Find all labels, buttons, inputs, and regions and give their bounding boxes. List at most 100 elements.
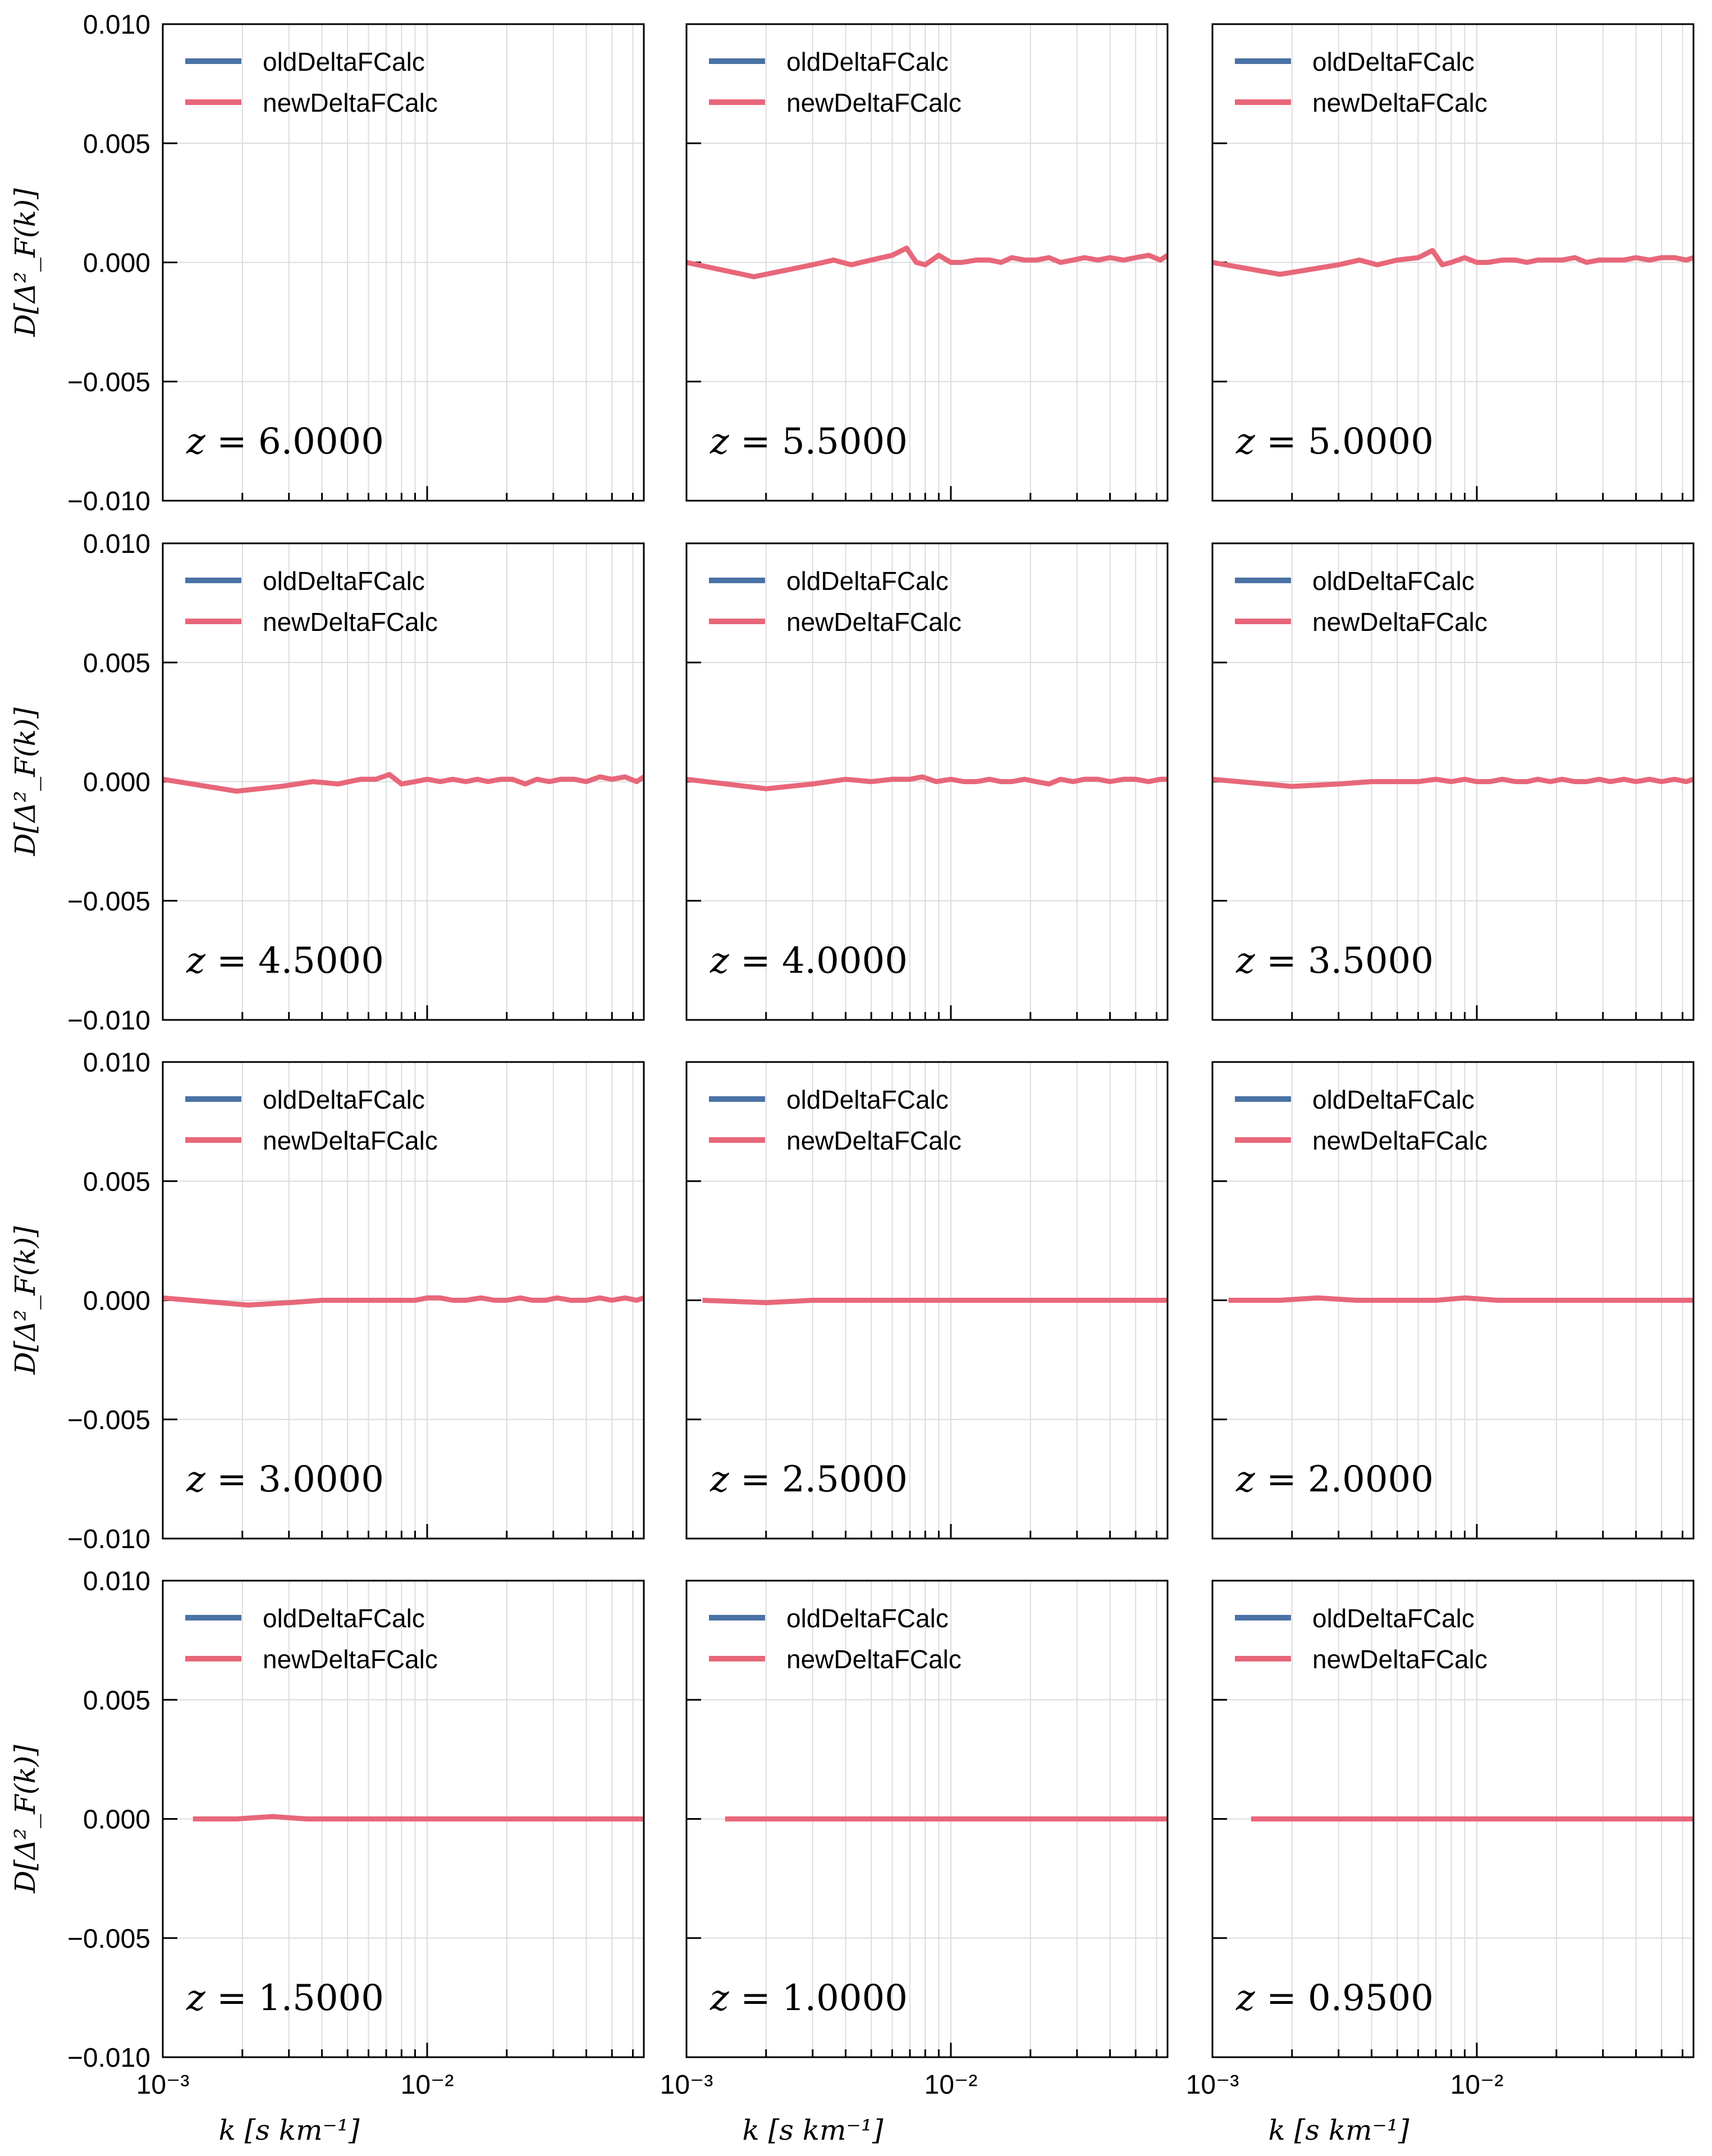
x-tick-label: 10⁻³ <box>1186 2070 1239 2100</box>
legend-label-old: oldDeltaFCalc <box>1312 1604 1475 1633</box>
subplot-panel: oldDeltaFCalc newDeltaFCalc z = 1.0000 10⁻³… <box>660 1580 1169 2146</box>
y-tick-label: −0.005 <box>67 887 150 917</box>
y-tick-label: 0.000 <box>83 1805 150 1835</box>
redshift-annotation: z = 2.5000 <box>709 1459 908 1500</box>
subplot-panel: oldDeltaFCalc newDeltaFCalc z = 2.0000 <box>1211 1061 1695 1540</box>
x-axis-label: k [s km⁻¹] <box>743 2114 884 2146</box>
legend-label-new: newDeltaFCalc <box>786 1645 962 1674</box>
y-tick-label: 0.005 <box>83 129 150 159</box>
y-tick-label: 0.010 <box>83 1567 150 1596</box>
axes-frame <box>1211 542 1695 1021</box>
axes-frame <box>1211 23 1695 502</box>
legend-label-new: newDeltaFCalc <box>1312 1126 1487 1155</box>
legend-label-new: newDeltaFCalc <box>263 1126 438 1155</box>
subplot-panel: oldDeltaFCalc newDeltaFCalc z = 5.5000 <box>685 23 1169 502</box>
x-tick-label: 10⁻³ <box>136 2070 190 2100</box>
x-tick-label: 10⁻³ <box>660 2070 713 2100</box>
legend-label-new: newDeltaFCalc <box>1312 88 1487 117</box>
y-tick-label: −0.010 <box>67 2043 150 2073</box>
subplot-panel: 0.010 0.005 0.000 −0.005 −0.010 oldDeltaFCalc… <box>9 529 645 1036</box>
subplot-panel: oldDeltaFCalc newDeltaFCalc z = 2.5000 <box>685 1061 1169 1540</box>
series-line-newDeltaFCalc <box>163 1295 644 1308</box>
redshift-annotation: z = 5.5000 <box>709 421 908 463</box>
redshift-annotation: z = 6.0000 <box>186 421 384 463</box>
x-tick-label: 10⁻² <box>401 2070 454 2100</box>
x-axis-label: k [s km⁻¹] <box>1269 2114 1409 2146</box>
redshift-annotation: z = 4.0000 <box>709 940 908 982</box>
legend-label-old: oldDeltaFCalc <box>1312 47 1475 76</box>
y-tick-label: 0.010 <box>83 1048 150 1078</box>
legend-label-old: oldDeltaFCalc <box>263 566 425 596</box>
y-tick-label: 0.000 <box>83 249 150 278</box>
y-tick-label: 0.000 <box>83 1287 150 1316</box>
legend-label-old: oldDeltaFCalc <box>263 1085 425 1114</box>
subplot-panel: oldDeltaFCalc newDeltaFCalc z = 0.9500 10⁻³… <box>1186 1580 1695 2146</box>
legend-label-old: oldDeltaFCalc <box>786 47 949 76</box>
x-axis-label: k [s km⁻¹] <box>219 2114 360 2146</box>
axes-frame <box>162 23 645 502</box>
legend-label-old: oldDeltaFCalc <box>786 1604 949 1633</box>
series-line-newDeltaFCalc <box>686 245 1168 280</box>
legend-label-new: newDeltaFCalc <box>1312 1645 1487 1674</box>
y-tick-label: −0.010 <box>67 487 150 516</box>
legend-label-new: newDeltaFCalc <box>786 88 962 117</box>
redshift-annotation: z = 0.9500 <box>1235 1978 1434 2019</box>
axes-frame <box>162 1061 645 1540</box>
y-tick-label: −0.005 <box>67 368 150 397</box>
axes-frame <box>1211 1061 1695 1540</box>
legend-label-old: oldDeltaFCalc <box>263 1604 425 1633</box>
y-tick-label: 0.010 <box>83 10 150 40</box>
axes-frame <box>162 542 645 1021</box>
y-axis-label: D[Δ²_F(k)] <box>9 707 42 857</box>
legend-label-new: newDeltaFCalc <box>786 607 962 637</box>
y-axis-label: D[Δ²_F(k)] <box>9 188 42 337</box>
axes-frame <box>685 542 1169 1021</box>
x-tick-label: 10⁻² <box>924 2070 978 2100</box>
series-line-newDeltaFCalc <box>1228 1295 1693 1303</box>
y-tick-label: 0.000 <box>83 768 150 798</box>
y-axis-label: D[Δ²_F(k)] <box>9 1226 42 1375</box>
redshift-annotation: z = 4.5000 <box>186 940 384 982</box>
subplot-panel: oldDeltaFCalc newDeltaFCalc z = 5.0000 <box>1211 23 1695 502</box>
series-line-newDeltaFCalc <box>163 772 644 794</box>
axes-frame <box>685 1580 1169 2058</box>
redshift-annotation: z = 1.5000 <box>186 1978 384 2019</box>
y-tick-label: 0.005 <box>83 1686 150 1715</box>
legend-label-old: oldDeltaFCalc <box>263 47 425 76</box>
series-line-newDeltaFCalc <box>1212 776 1693 789</box>
redshift-annotation: z = 3.5000 <box>1235 940 1434 982</box>
y-tick-label: 0.005 <box>83 648 150 678</box>
y-tick-label: −0.005 <box>67 1924 150 1954</box>
axes-frame <box>685 1061 1169 1540</box>
redshift-annotation: z = 3.0000 <box>186 1459 384 1500</box>
y-tick-label: −0.010 <box>67 1006 150 1036</box>
x-tick-label: 10⁻² <box>1450 2070 1504 2100</box>
legend-label-old: oldDeltaFCalc <box>1312 1085 1475 1114</box>
legend-label-new: newDeltaFCalc <box>1312 607 1487 637</box>
axes-frame <box>685 23 1169 502</box>
subplot-panel: oldDeltaFCalc newDeltaFCalc z = 4.0000 <box>685 542 1169 1021</box>
redshift-annotation: z = 5.0000 <box>1235 421 1434 463</box>
subplot-panel: 0.010 0.005 0.000 −0.005 −0.010 oldDeltaFCalc… <box>9 1567 645 2146</box>
subplot-panel: 0.010 0.005 0.000 −0.005 −0.010 oldDeltaFCalc… <box>9 10 645 516</box>
y-axis-label: D[Δ²_F(k)] <box>9 1745 42 1894</box>
series-line-newDeltaFCalc <box>193 1814 644 1821</box>
legend-label-new: newDeltaFCalc <box>786 1126 962 1155</box>
y-tick-label: 0.010 <box>83 529 150 559</box>
subplot-panel: oldDeltaFCalc newDeltaFCalc z = 3.5000 <box>1211 542 1695 1021</box>
legend-label-old: oldDeltaFCalc <box>786 566 949 596</box>
axes-frame <box>1211 1580 1695 2058</box>
legend-label-new: newDeltaFCalc <box>263 88 438 117</box>
subplot-panel: 0.010 0.005 0.000 −0.005 −0.010 oldDeltaFCalc… <box>9 1048 645 1554</box>
series-line-newDeltaFCalc <box>702 1298 1168 1306</box>
legend-label-new: newDeltaFCalc <box>263 607 438 637</box>
series-line-newDeltaFCalc <box>1212 248 1693 277</box>
y-tick-label: 0.005 <box>83 1167 150 1197</box>
legend-label-new: newDeltaFCalc <box>263 1645 438 1674</box>
legend-label-old: oldDeltaFCalc <box>786 1085 949 1114</box>
axes-frame <box>162 1580 645 2058</box>
redshift-annotation: z = 1.0000 <box>709 1978 908 2019</box>
y-tick-label: −0.005 <box>67 1406 150 1435</box>
legend-label-old: oldDeltaFCalc <box>1312 566 1475 596</box>
